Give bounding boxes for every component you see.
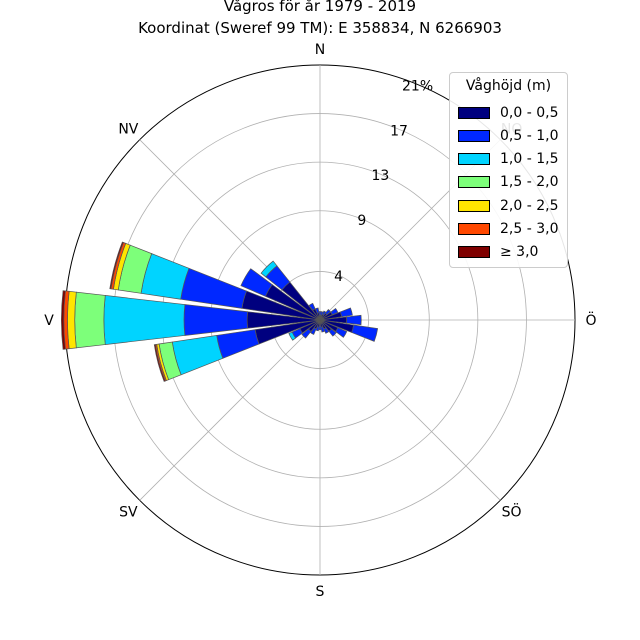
rose-bar-segment: [67, 290, 77, 350]
direction-label: SV: [119, 505, 138, 521]
rose-bar-segment: [183, 304, 249, 336]
chart-subtitle: Koordinat (Sweref 99 TM): E 358834, N 62…: [138, 19, 502, 37]
radial-tick-label: 13: [371, 168, 389, 184]
rose-bar-segment: [153, 344, 166, 382]
radial-tick-label: 9: [357, 213, 366, 229]
angular-grid-line: [139, 319, 321, 501]
direction-label: V: [44, 313, 54, 329]
radial-tick-label: 17: [390, 123, 408, 139]
direction-label: SÖ: [502, 503, 522, 521]
legend-item: 1,0 - 1,5: [458, 150, 568, 168]
rose-bar-segment: [240, 268, 273, 297]
legend: Våghöjd (m) 0,0 - 0,5 0,5 - 1,0 1,0 - 1,…: [449, 72, 568, 268]
rose-bar-segment: [315, 326, 320, 332]
rose-bar-segment: [339, 307, 353, 318]
rose-bar-segment: [216, 329, 260, 359]
direction-label: Ö: [585, 311, 596, 329]
rose-bar-segment: [351, 324, 379, 342]
legend-swatch: [458, 223, 490, 235]
rose-bar-segment: [74, 291, 106, 349]
legend-swatch: [458, 246, 490, 258]
chart-title: Vågros för år 1979 - 2019: [223, 0, 417, 15]
radial-tick-label: 21%: [402, 78, 433, 94]
legend-label: 0,0 - 0,5: [500, 105, 559, 121]
rose-bar-segment: [61, 290, 66, 350]
rose-bar-segment: [308, 302, 316, 311]
legend-label: 2,0 - 2,5: [500, 198, 559, 214]
legend-title: Våghöjd (m): [465, 78, 552, 94]
rose-bar-segment: [180, 267, 248, 309]
rose-bar-segment: [310, 327, 317, 335]
legend-item: 1,5 - 2,0: [458, 173, 568, 191]
rose-bars: [61, 241, 379, 382]
direction-label: NV: [118, 121, 138, 137]
rose-bar-segment: [260, 260, 278, 278]
legend-swatch: [458, 200, 490, 212]
legend-swatch: [458, 130, 490, 142]
legend-item: 2,0 - 2,5: [458, 197, 568, 215]
legend-item: 0,5 - 1,0: [458, 127, 568, 145]
polar-grid: [64, 64, 576, 576]
radial-tick-label: 4: [334, 269, 343, 285]
legend-label: 0,5 - 1,0: [500, 128, 559, 144]
rose-bar-segment: [328, 328, 337, 337]
legend-item: ≥ 3,0: [458, 243, 568, 261]
rose-bar-segment: [323, 327, 330, 334]
legend-swatch: [458, 107, 490, 119]
rose-bar-segment: [335, 327, 348, 338]
rose-bar-segment: [324, 309, 331, 316]
rose-bar-segment: [346, 314, 362, 326]
rose-bar-segment: [320, 326, 325, 333]
angular-grid-line: [319, 319, 501, 501]
direction-label: N: [315, 42, 325, 58]
rose-bar-segment: [288, 331, 297, 341]
legend-swatch: [458, 176, 490, 188]
legend-item: 2,5 - 3,0: [458, 220, 568, 238]
rose-bar-segment: [330, 307, 339, 316]
legend-item: 0,0 - 0,5: [458, 104, 568, 122]
legend-label: 2,5 - 3,0: [500, 221, 559, 237]
legend-swatch: [458, 153, 490, 165]
rose-bar-segment: [301, 328, 312, 339]
direction-label: S: [316, 584, 325, 600]
rose-bar-segment: [109, 241, 124, 290]
legend-label: 1,5 - 2,0: [500, 174, 559, 190]
rose-bar-segment: [103, 295, 186, 345]
legend-label: ≥ 3,0: [500, 244, 539, 260]
legend-label: 1,0 - 1,5: [500, 151, 559, 167]
rose-bar-segment: [315, 307, 320, 314]
rose-bar-segment: [171, 334, 224, 376]
